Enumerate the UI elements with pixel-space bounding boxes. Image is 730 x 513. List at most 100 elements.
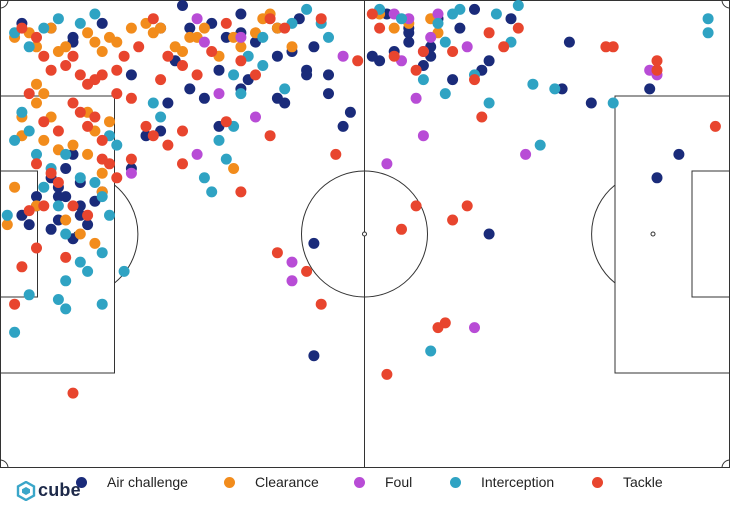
tackle-point: [82, 120, 94, 132]
air-point: [184, 83, 196, 95]
interception-point: [454, 3, 466, 15]
interception-point: [198, 172, 210, 184]
interception-point: [60, 303, 72, 315]
tackle-point: [9, 298, 21, 310]
corner-arc-bottom-left: [0, 459, 9, 468]
foul-point: [381, 158, 393, 170]
tackle-point: [162, 139, 174, 151]
centre-circle: [301, 170, 428, 298]
tackle-point: [38, 116, 50, 128]
clearance-point: [38, 134, 50, 146]
air-point: [96, 17, 108, 29]
legend-label-clearance: Clearance: [255, 474, 319, 490]
interception-point: [527, 78, 539, 90]
interception-point: [147, 97, 159, 109]
legend-marker-clearance: [224, 476, 235, 488]
air-point: [177, 0, 188, 11]
air-point: [52, 191, 64, 203]
air-point: [213, 64, 225, 76]
legend-label-foul: Foul: [385, 474, 413, 490]
tackle-point: [447, 46, 459, 57]
air-point: [323, 69, 334, 81]
tackle-point: [476, 111, 488, 123]
interception-point: [38, 22, 50, 34]
interception-point: [23, 41, 35, 53]
tackle-point: [155, 74, 167, 86]
clearance-point: [96, 167, 108, 179]
air-point: [585, 97, 597, 109]
interception-point: [16, 106, 28, 118]
air-point: [235, 8, 247, 20]
tackle-point: [140, 120, 152, 132]
air-point: [23, 219, 35, 231]
interception-point: [89, 8, 101, 20]
air-point: [301, 64, 313, 76]
tackle-point: [301, 265, 313, 277]
tackle-point: [89, 111, 101, 123]
air-point: [184, 22, 196, 34]
tackle-point: [315, 298, 327, 310]
clearance-point: [104, 116, 115, 128]
tackle-point: [447, 214, 459, 226]
tackle-point: [607, 41, 619, 53]
clearance-point: [235, 41, 247, 53]
tackle-point: [432, 322, 444, 334]
interception-point: [1, 209, 13, 221]
tackle-point: [23, 88, 35, 100]
interception-point: [60, 228, 72, 240]
tackle-point: [410, 64, 422, 76]
tackle-point: [125, 153, 137, 165]
air-point: [45, 223, 57, 235]
air-point: [82, 219, 94, 231]
interception-point: [534, 139, 546, 151]
data-points: [1, 0, 721, 399]
foul-point: [520, 148, 532, 160]
tackle-point: [461, 200, 473, 212]
tackle-point: [220, 17, 232, 29]
tackle-point: [38, 50, 50, 62]
clearance-point: [31, 78, 42, 90]
clearance-point: [177, 46, 188, 57]
air-point: [563, 36, 575, 48]
foul-point: [410, 92, 422, 104]
tackle-point: [147, 13, 159, 25]
legend-item-tackle: Tackle: [592, 468, 663, 496]
tackle-point: [31, 158, 42, 170]
air-point: [366, 50, 378, 62]
tackle-point: [469, 74, 480, 86]
clearance-point: [89, 237, 101, 249]
clearance-point: [184, 31, 196, 43]
foul-point: [425, 31, 437, 43]
interception-point: [228, 69, 240, 81]
interception-point: [220, 153, 232, 165]
right-six-yard-box: [691, 170, 730, 298]
tackle-point: [381, 368, 393, 380]
tackle-point: [67, 387, 79, 399]
foul-point: [198, 36, 210, 48]
tackle-point: [264, 130, 276, 142]
tackle-point: [483, 27, 495, 39]
interception-point: [206, 186, 218, 198]
tackle-point: [67, 50, 79, 62]
foul-point: [191, 148, 203, 160]
air-point: [60, 163, 72, 174]
tackle-point: [388, 50, 400, 62]
foul-point: [235, 31, 247, 43]
series-tackle: [9, 8, 721, 399]
clearance-point: [60, 41, 72, 53]
clearance-point: [82, 27, 94, 39]
tackle-point: [52, 125, 64, 137]
interception-point: [38, 181, 50, 193]
right-penalty-box: [614, 95, 730, 374]
legend: Air challenge Clearance Foul Interceptio…: [0, 468, 730, 498]
interception-point: [396, 13, 407, 25]
interception-point: [432, 17, 444, 29]
interception-point: [439, 36, 451, 48]
interception-point: [104, 209, 115, 221]
interception-point: [483, 97, 495, 109]
interception-point: [60, 148, 72, 160]
clearance-point: [31, 97, 42, 109]
tackle-point: [235, 55, 247, 67]
clearance-point: [74, 228, 86, 240]
legend-label-tackle: Tackle: [623, 474, 663, 490]
